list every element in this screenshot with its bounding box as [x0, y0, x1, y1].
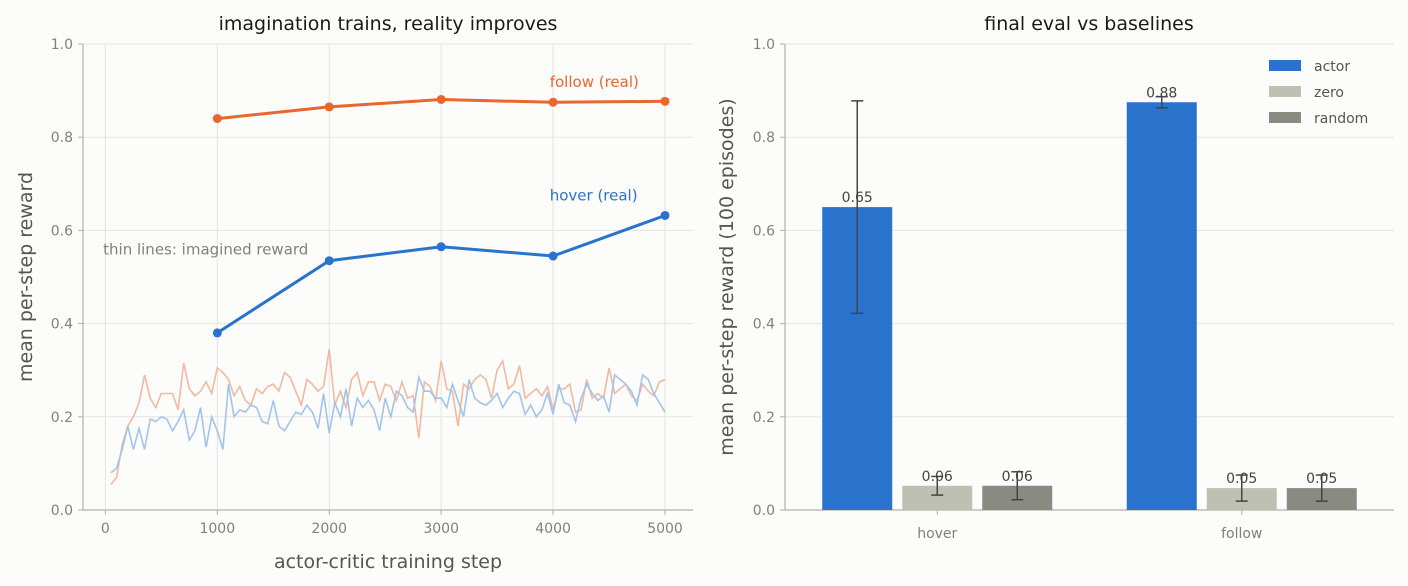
legend-label-zero: zero — [1314, 85, 1344, 101]
bar-value-label: 0.05 — [1226, 471, 1257, 487]
x-tick-label: 5000 — [647, 521, 683, 537]
y-tick-label: 1.0 — [753, 37, 775, 53]
legend-swatch-zero — [1269, 86, 1301, 97]
y-tick-label: 0.8 — [753, 130, 775, 146]
bar-actor-follow — [1126, 102, 1197, 510]
chart-title: final eval vs baselines — [984, 13, 1194, 35]
real-reward-point-follow — [324, 102, 334, 112]
real-reward-point-hover — [548, 251, 558, 261]
imagined-reward-line-hover — [110, 373, 666, 474]
annotation: hover (real) — [550, 187, 638, 205]
y-tick-label: 0.4 — [51, 317, 73, 333]
legend-label-actor: actor — [1314, 59, 1350, 75]
y-tick-label: 0.0 — [51, 503, 73, 519]
real-reward-point-hover — [212, 328, 222, 338]
real-reward-point-hover — [436, 242, 446, 252]
y-axis-label: mean per-step reward — [15, 172, 37, 382]
x-tick-label: 3000 — [423, 521, 459, 537]
real-reward-point-follow — [548, 97, 558, 107]
x-tick-label: 4000 — [535, 521, 571, 537]
annotation: follow (real) — [550, 73, 639, 91]
bar-value-label: 0.06 — [922, 469, 953, 485]
category-label: follow — [1221, 526, 1262, 542]
imagined-reward-line-follow — [110, 349, 666, 485]
y-tick-label: 0.2 — [51, 410, 73, 426]
x-tick-label: 2000 — [311, 521, 347, 537]
y-tick-label: 0.2 — [753, 410, 775, 426]
category-label: hover — [917, 526, 957, 542]
chart-final-eval: final eval vs baselines mean per-step re… — [716, 13, 1394, 542]
bar-value-label: 0.65 — [842, 190, 873, 206]
bar-value-label: 0.06 — [1002, 469, 1033, 485]
legend-label-random: random — [1314, 111, 1368, 127]
x-tick-label: 0 — [101, 521, 110, 537]
legend-swatch-random — [1269, 112, 1301, 123]
real-reward-point-follow — [212, 114, 222, 124]
chart-title: imagination trains, reality improves — [219, 13, 558, 35]
y-tick-label: 0.0 — [753, 503, 775, 519]
bar-value-label: 0.88 — [1146, 85, 1177, 101]
legend-swatch-actor — [1269, 60, 1301, 71]
chart-imagination-vs-reality: imagination trains, reality improves act… — [15, 13, 693, 573]
annotation: thin lines: imagined reward — [103, 241, 308, 259]
y-tick-label: 0.4 — [753, 317, 775, 333]
y-tick-label: 0.6 — [51, 223, 73, 239]
y-axis-label: mean per-step reward (100 episodes) — [716, 98, 738, 455]
real-reward-point-hover — [660, 210, 670, 220]
real-reward-point-hover — [324, 256, 334, 266]
real-reward-point-follow — [660, 96, 670, 106]
x-axis-label: actor-critic training step — [274, 551, 502, 573]
y-tick-label: 1.0 — [51, 37, 73, 53]
y-tick-label: 0.6 — [753, 223, 775, 239]
x-tick-label: 1000 — [199, 521, 235, 537]
bar-value-label: 0.05 — [1306, 471, 1337, 487]
y-tick-label: 0.8 — [51, 130, 73, 146]
real-reward-point-follow — [436, 94, 446, 104]
